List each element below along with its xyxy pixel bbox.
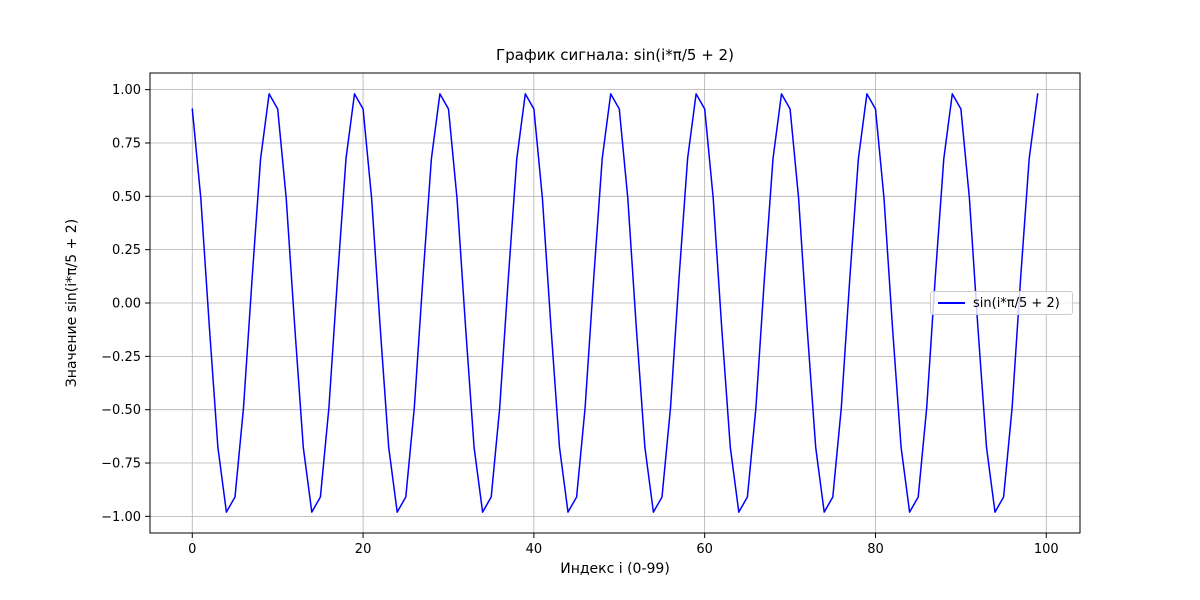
y-tick-label: −0.75: [101, 457, 141, 472]
y-tick-label: −0.25: [101, 350, 141, 365]
y-tick-label: 0.75: [112, 136, 141, 151]
y-tick-label: −0.50: [101, 403, 141, 418]
x-tick-label: 20: [355, 542, 372, 557]
x-axis-label: Индекс i (0-99): [560, 561, 670, 577]
y-tick-label: 1.00: [112, 83, 141, 98]
y-tick-label: 0.25: [112, 243, 141, 258]
x-tick-label: 60: [696, 542, 713, 557]
legend-line-sample: [938, 302, 965, 304]
signal-line: [191, 93, 1039, 513]
legend-label: sin(i*π/5 + 2): [973, 295, 1060, 311]
y-tick-label: 0.00: [112, 297, 141, 312]
y-tick-label: −1.00: [101, 510, 141, 525]
x-tick-label: 100: [1034, 542, 1059, 557]
chart-title: График сигнала: sin(i*π/5 + 2): [496, 46, 734, 64]
legend: sin(i*π/5 + 2): [930, 291, 1073, 315]
x-tick-label: 0: [188, 542, 196, 557]
y-tick-label: 0.50: [112, 190, 141, 205]
x-tick-label: 80: [867, 542, 884, 557]
x-tick-label: 40: [526, 542, 543, 557]
